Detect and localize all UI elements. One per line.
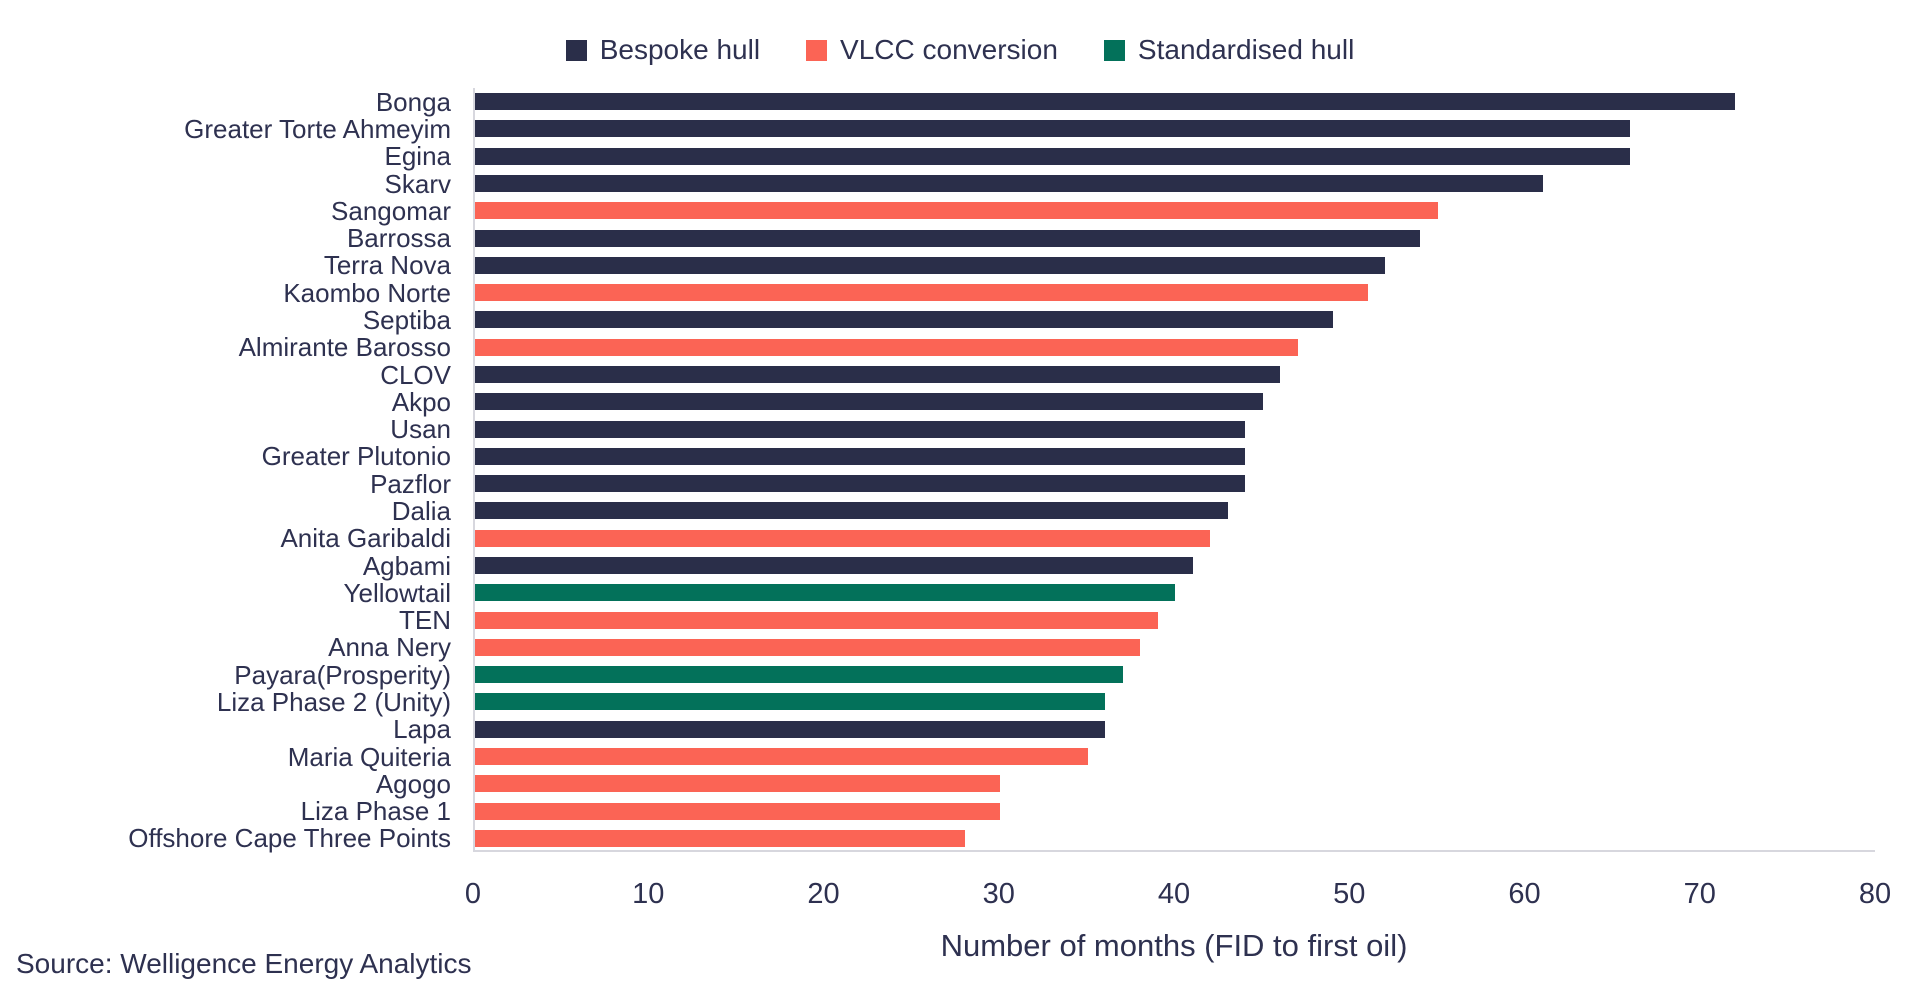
x-tick-label: 0	[464, 878, 482, 910]
chart-legend: Bespoke hull VLCC conversion Standardised …	[0, 34, 1920, 66]
bar-label: Sangomar	[331, 195, 451, 226]
x-tick-label: 10	[632, 878, 665, 910]
bar-label: Yellowtail	[343, 577, 451, 608]
bar-label: CLOV	[380, 359, 451, 390]
x-tick-label: 30	[982, 878, 1015, 910]
bar	[475, 393, 1263, 411]
bar	[475, 638, 1140, 656]
bar-label: Akpo	[391, 386, 451, 417]
bar-label: Pazflor	[370, 468, 451, 499]
bar-label: Almirante Barosso	[238, 332, 451, 363]
bar-label: Terra Nova	[323, 250, 451, 281]
x-tick-label: 20	[807, 878, 840, 910]
bar	[475, 475, 1245, 493]
x-tick-label: 70	[1683, 878, 1716, 910]
category-labels: Bonga Greater Torte Ahmeyim Egina Skarv Sang…	[0, 88, 461, 852]
bar	[475, 775, 1000, 793]
legend-swatch-icon	[1103, 39, 1125, 61]
bar-label: Agogo	[375, 768, 451, 799]
bar-label: Maria Quiteria	[287, 741, 451, 772]
bar-label: Egina	[384, 141, 452, 172]
bar	[475, 802, 1000, 820]
bar	[475, 147, 1630, 165]
bar-label: Lapa	[393, 714, 451, 745]
bar	[475, 748, 1088, 765]
legend-swatch-icon	[565, 39, 587, 61]
x-axis-ticks: 0 10 20 30 40 50 60 70 80	[465, 878, 1891, 916]
legend-label: VLCC conversion	[840, 34, 1058, 65]
bar	[475, 175, 1543, 192]
bar-label: Greater Torte Ahmeyim	[184, 113, 451, 144]
legend-item: Bespoke hull	[565, 34, 761, 66]
plot-area	[473, 88, 1875, 852]
bar-label: Liza Phase 2 (Unity)	[216, 686, 451, 717]
bar	[475, 829, 965, 847]
bar	[475, 229, 1420, 247]
bar-label: Skarv	[384, 168, 451, 199]
bar-label: Payara(Prosperity)	[234, 659, 451, 690]
bar	[475, 529, 1210, 547]
bar-label: Dalia	[391, 495, 451, 526]
x-tick-label: 60	[1508, 878, 1541, 910]
bar	[475, 338, 1298, 356]
bar	[475, 584, 1175, 602]
bar	[475, 256, 1385, 274]
legend-item: Standardised hull	[1103, 34, 1355, 66]
bar	[475, 611, 1158, 629]
bar-label: Anna Nery	[328, 632, 451, 663]
bar	[475, 202, 1438, 220]
legend-swatch-icon	[806, 39, 828, 61]
bar-label: Bonga	[375, 86, 451, 117]
legend-label: Standardised hull	[1137, 34, 1355, 65]
bar	[475, 693, 1105, 711]
source-note: Source: Welligence Energy Analytics	[16, 948, 472, 979]
bar	[475, 720, 1105, 738]
bar	[475, 557, 1193, 574]
x-tick-label: 50	[1333, 878, 1366, 910]
bar-label: TEN	[399, 605, 451, 636]
bar	[475, 366, 1280, 383]
bar-label: Barrossa	[346, 223, 451, 254]
bar	[475, 420, 1245, 438]
x-axis-title: Number of months (FID to first oil)	[940, 928, 1408, 963]
legend-item: VLCC conversion	[806, 34, 1058, 66]
bar	[475, 666, 1123, 684]
bar	[475, 502, 1228, 520]
bar-label: Kaombo Norte	[283, 277, 451, 308]
bar-label: Septiba	[362, 304, 451, 335]
x-tick-label: 80	[1858, 878, 1892, 910]
x-tick-label: 40	[1157, 878, 1191, 910]
bar-label: Agbami	[362, 550, 451, 581]
bar	[475, 284, 1368, 302]
bar-label: Greater Plutonio	[261, 441, 451, 472]
bar-label: Liza Phase 1	[300, 796, 451, 827]
bar	[475, 447, 1245, 465]
bar-label: Usan	[390, 414, 451, 445]
bar-label: Offshore Cape Three Points	[128, 823, 451, 854]
legend-label: Bespoke hull	[599, 34, 761, 65]
bar	[475, 120, 1630, 138]
bar-label: Anita Garibaldi	[280, 523, 451, 554]
bar	[475, 311, 1333, 329]
bar	[475, 93, 1735, 111]
